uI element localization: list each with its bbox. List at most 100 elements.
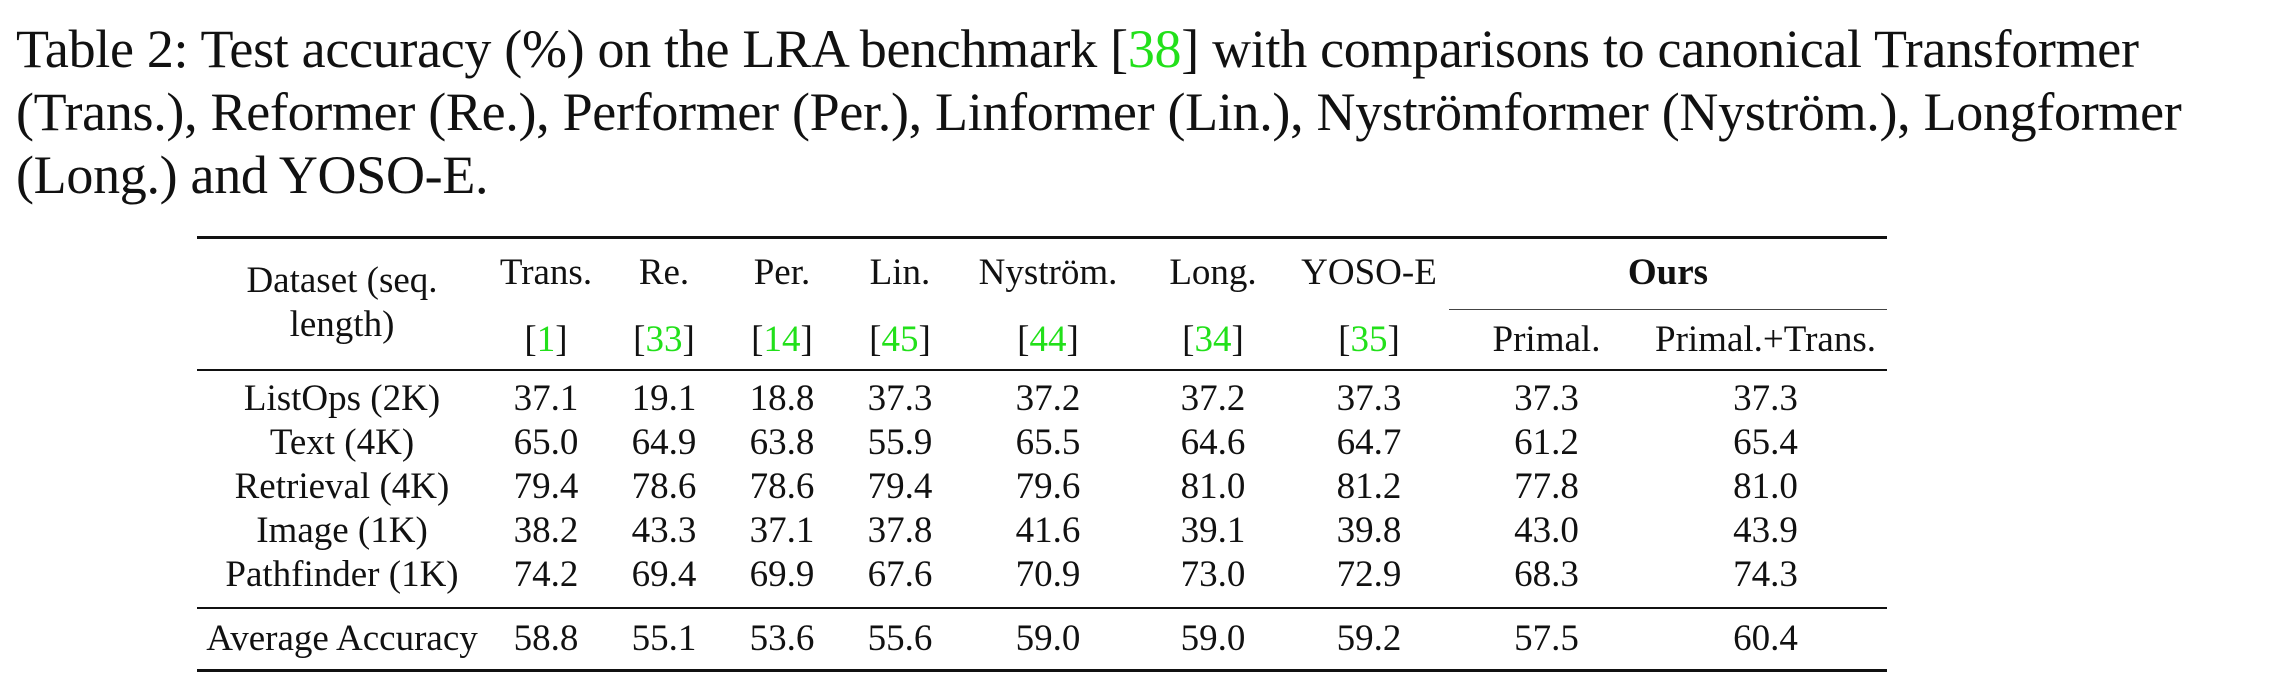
- dataset-name: Pathfinder (1K): [225, 554, 459, 595]
- table-cell: 61.2: [1514, 422, 1579, 463]
- table-cell: 81.0: [1733, 466, 1798, 507]
- table-cell: 55.6: [841, 607, 959, 672]
- table-cell: 37.2: [1180, 378, 1246, 419]
- table-cell: 64.6: [1180, 422, 1246, 463]
- table-cell: 64.9: [631, 422, 697, 463]
- citation-link[interactable]: 44: [1029, 318, 1067, 360]
- method-citation: [45]: [841, 309, 959, 371]
- table-cell: 64.7: [1336, 422, 1402, 463]
- citation-link[interactable]: 33: [645, 318, 683, 360]
- table-cell: 58.8: [487, 607, 605, 672]
- table-cell: 43.0: [1514, 510, 1579, 551]
- table-cell: 79.6: [1015, 466, 1081, 507]
- method-citation: [1]: [487, 309, 605, 371]
- table-cell: 79.4: [513, 466, 579, 507]
- table-cell: 72.9: [1336, 554, 1402, 595]
- table-cell: 78.6: [631, 466, 697, 507]
- table-body: ListOps (2K) 37.1 19.1 18.8 37.3 37.2 37.2 37.3…: [197, 370, 1887, 608]
- ours-group-header: Ours: [1449, 236, 1887, 310]
- header-row-methods: Dataset (seq. length) Trans. Re. Per. Li…: [197, 236, 1887, 371]
- table-cell: 39.8: [1336, 510, 1402, 551]
- table-cell: 69.9: [749, 554, 815, 595]
- table-cell: 18.8: [749, 378, 815, 419]
- table-cell: 55.1: [605, 607, 723, 672]
- table-cell: 65.0: [513, 422, 579, 463]
- table-cell: 81.0: [1180, 466, 1246, 507]
- citation-link[interactable]: 1: [536, 318, 556, 360]
- table-cell: 79.4: [867, 466, 933, 507]
- table-cell: 74.2: [513, 554, 579, 595]
- method-citation: [33]: [605, 309, 723, 371]
- table-cell: 59.0: [959, 607, 1137, 672]
- table-cell: 37.3: [1336, 378, 1402, 419]
- header-row-citations: [1] [33] [14] [45] [44] [34] [35] Primal…: [197, 309, 1887, 371]
- table-cell: 19.1: [631, 378, 697, 419]
- average-label: Average Accuracy: [197, 607, 487, 672]
- table-cell: 70.9: [1015, 554, 1081, 595]
- caption-text: ] with comparisons to canonical Transfor…: [16, 19, 2182, 205]
- average-row: Average Accuracy 58.8 55.1 53.6 55.6 59.…: [197, 607, 1887, 672]
- table-cell: 74.3: [1733, 554, 1798, 595]
- citation-link[interactable]: 35: [1350, 318, 1388, 360]
- table-row: ListOps (2K) 37.1 19.1 18.8 37.3 37.2 37.2 37.3…: [197, 370, 1887, 421]
- table-caption: Table 2: Test accuracy (%) on the LRA be…: [16, 18, 2260, 207]
- method-header: Lin.: [841, 236, 959, 310]
- table-cell: 37.1: [749, 510, 815, 551]
- method-header: Per.: [723, 236, 841, 310]
- citation-link[interactable]: 34: [1194, 318, 1232, 360]
- caption-text: Table 2: Test accuracy (%) on the LRA be…: [16, 19, 1128, 79]
- table-cell: 68.3: [1514, 554, 1579, 595]
- table-cell: 37.3: [1733, 378, 1798, 419]
- method-header: Long.: [1137, 236, 1289, 310]
- table-cell: 57.5: [1449, 607, 1644, 672]
- method-header: Nyström.: [959, 236, 1137, 310]
- table-cell: 73.0: [1180, 554, 1246, 595]
- citation-link[interactable]: 38: [1127, 19, 1182, 79]
- method-header: YOSO-E: [1289, 236, 1449, 310]
- table-cell: 59.2: [1289, 607, 1449, 672]
- average-section: Average Accuracy 58.8 55.1 53.6 55.6 59.…: [197, 607, 1887, 672]
- table-cell-best: 60.4: [1644, 607, 1887, 672]
- method-citation: [44]: [959, 309, 1137, 371]
- citation-link[interactable]: 14: [763, 318, 801, 360]
- table-cell: 63.8: [749, 422, 815, 463]
- dataset-name: Text (4K): [269, 422, 415, 463]
- dataset-name: Retrieval (4K): [234, 466, 450, 507]
- ours-subheader: Primal.+Trans.: [1644, 309, 1887, 371]
- method-header: Re.: [605, 236, 723, 310]
- table-cell: 81.2: [1336, 466, 1402, 507]
- results-table: Dataset (seq. length) Trans. Re. Per. Li…: [197, 236, 1887, 672]
- dataset-name: Image (1K): [256, 510, 428, 551]
- table-cell: 78.6: [749, 466, 815, 507]
- table-cell: 43.9: [1733, 510, 1798, 551]
- dataset-column-header: Dataset (seq. length): [197, 236, 487, 371]
- table-row: Text (4K) 65.0 64.9 63.8 55.9 65.5 64.6 64.7 61.…: [197, 421, 1887, 465]
- table-cell: 65.4: [1733, 422, 1798, 463]
- table-row: Image (1K) 38.2 43.3 37.1 37.8 41.6 39.1 39.8 43…: [197, 509, 1887, 553]
- table-cell: 39.1: [1180, 510, 1246, 551]
- table-cell: 37.3: [867, 378, 933, 419]
- dataset-name: ListOps (2K): [243, 378, 441, 419]
- table-row: Pathfinder (1K) 74.2 69.4 69.9 67.6 70.9 73.0 7…: [197, 553, 1887, 608]
- table-cell: 69.4: [631, 554, 697, 595]
- table-row: Retrieval (4K) 79.4 78.6 78.6 79.4 79.6 81.0 81…: [197, 465, 1887, 509]
- table-cell: 41.6: [1015, 510, 1081, 551]
- table-cell: 77.8: [1514, 466, 1579, 507]
- table-cell: 55.9: [867, 422, 933, 463]
- table-cell: 37.2: [1015, 378, 1081, 419]
- table-cell: 53.6: [723, 607, 841, 672]
- method-citation: [35]: [1289, 309, 1449, 371]
- table-cell: 43.3: [631, 510, 697, 551]
- method-citation: [14]: [723, 309, 841, 371]
- table-cell: 67.6: [867, 554, 933, 595]
- table-cell: 65.5: [1015, 422, 1081, 463]
- citation-link[interactable]: 45: [881, 318, 919, 360]
- method-header: Trans.: [487, 236, 605, 310]
- ours-subheader: Primal.: [1449, 309, 1644, 371]
- table-cell: 59.0: [1137, 607, 1289, 672]
- method-citation: [34]: [1137, 309, 1289, 371]
- table-cell: 37.1: [513, 378, 579, 419]
- table-cell: 37.8: [867, 510, 933, 551]
- table-cell: 38.2: [513, 510, 579, 551]
- table-cell: 37.3: [1514, 378, 1579, 419]
